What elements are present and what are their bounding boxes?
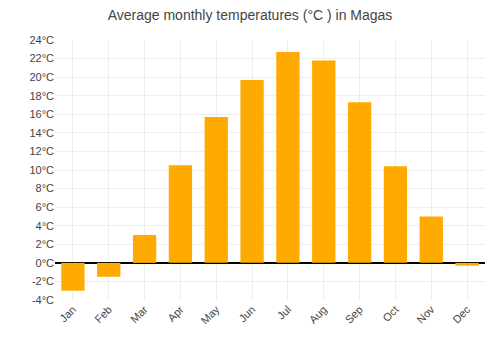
svg-text:10°C: 10°C <box>29 164 54 176</box>
svg-text:22°C: 22°C <box>29 52 54 64</box>
svg-text:Average monthly temperatures (: Average monthly temperatures (°C ) in Ma… <box>108 7 393 23</box>
svg-text:Feb: Feb <box>92 303 114 325</box>
svg-text:8°C: 8°C <box>36 182 55 194</box>
svg-text:Jan: Jan <box>57 303 78 324</box>
svg-text:Aug: Aug <box>307 303 329 325</box>
svg-text:Apr: Apr <box>165 303 186 324</box>
svg-text:Oct: Oct <box>380 303 401 324</box>
svg-text:Nov: Nov <box>414 303 437 326</box>
svg-text:14°C: 14°C <box>29 127 54 139</box>
svg-text:May: May <box>198 303 222 327</box>
svg-text:Dec: Dec <box>450 303 473 326</box>
svg-text:-4°C: -4°C <box>32 294 54 306</box>
svg-text:12°C: 12°C <box>29 145 54 157</box>
svg-text:6°C: 6°C <box>36 201 55 213</box>
svg-text:Sep: Sep <box>343 303 365 325</box>
svg-text:Jul: Jul <box>275 303 293 321</box>
svg-text:24°C: 24°C <box>29 34 54 46</box>
svg-text:4°C: 4°C <box>36 220 55 232</box>
svg-text:2°C: 2°C <box>36 238 55 250</box>
svg-text:-2°C: -2°C <box>32 275 54 287</box>
svg-text:0°C: 0°C <box>36 257 55 269</box>
svg-text:Mar: Mar <box>128 303 150 325</box>
svg-text:Jun: Jun <box>236 303 257 324</box>
svg-text:20°C: 20°C <box>29 71 54 83</box>
svg-text:18°C: 18°C <box>29 90 54 102</box>
svg-text:16°C: 16°C <box>29 108 54 120</box>
